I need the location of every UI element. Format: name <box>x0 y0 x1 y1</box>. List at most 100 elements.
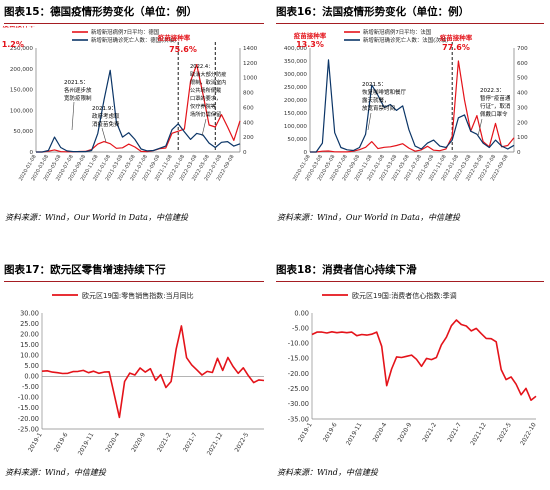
y-tick-label: 10.00 <box>20 351 39 359</box>
source-note: 资料来源：Wind，中信建投 <box>277 468 378 477</box>
annotation-text: 恢复咖啡馆和餐厅 <box>362 88 407 96</box>
annotation-text: 2022.4： <box>190 64 213 70</box>
y-tick-label: 15.00 <box>20 341 39 349</box>
annotation-text: 2021.5： <box>362 82 387 88</box>
annotation-arrow <box>477 118 483 137</box>
y-tick-label: 30.00 <box>20 309 39 317</box>
y-tick-label: 250,000 <box>10 46 34 52</box>
x-tick-label: 2020-9 <box>397 421 414 443</box>
y2-tick-label: 200 <box>517 120 528 126</box>
panel-title: 图表16：法国疫情形势变化（单位：例） <box>276 6 470 18</box>
annotation-text: 疫苗接种率 <box>294 31 327 40</box>
y-tick-label: 150,000 <box>284 111 308 117</box>
y-tick-label: -15.00 <box>18 404 39 412</box>
y2-tick-label: 1200 <box>243 61 258 67</box>
annotation-text: 公共场所佩戴 <box>190 86 221 94</box>
x-tick-label: 2021-2 <box>156 431 173 453</box>
y2-tick-label: 200 <box>243 135 254 141</box>
y-tick-label: 100,000 <box>284 124 308 130</box>
source-note: 资料来源：Wind，Our World in Data，中信建投 <box>277 213 460 222</box>
annotation-text: 放宽宵禁时间 <box>362 104 395 112</box>
source-note: 资料来源：Wind，中信建投 <box>5 468 106 477</box>
y2-tick-label: 0 <box>243 150 247 156</box>
x-tick-label: 2019-6 <box>53 431 70 453</box>
source-note: 资料来源：Wind，Our World in Data，中信建投 <box>5 213 188 222</box>
x-tick-label: 2019-11 <box>77 431 96 456</box>
y-tick-label: 300,000 <box>284 72 308 78</box>
annotation-arrow <box>101 127 107 143</box>
x-tick-label: 2021-7 <box>446 421 463 443</box>
legend-label: 欧元区19国:零售销售指数:当月同比 <box>82 291 194 300</box>
y-tick-label: 0 <box>29 150 33 156</box>
annotation-text: 2021.5： <box>64 80 89 86</box>
y-tick-label: 0.00 <box>24 373 39 381</box>
annotation-text: 75.6% <box>169 45 197 54</box>
y-tick-label: 200,000 <box>10 67 34 73</box>
annotation-text: 宽防疫限制 <box>64 94 92 102</box>
panel-title: 图表15：德国疫情形势变化（单位：例） <box>4 6 198 18</box>
y2-tick-label: 1400 <box>243 46 258 52</box>
legend-label: 新增新冠确诊死亡人数：德国(次轴) <box>91 36 176 44</box>
title-rule <box>4 23 264 24</box>
x-tick-label: 2021-7 <box>182 431 199 453</box>
annotation-text: 2021.9： <box>92 106 117 112</box>
y-tick-label: -20.00 <box>18 415 39 423</box>
x-tick-label: 2020-9 <box>130 431 147 453</box>
y2-tick-label: 1000 <box>243 76 258 82</box>
chart-consumer-confidence: 欧元区19国:消费者信心指数:季调 0.00 -5.00 -10.00 -15.00 -2… <box>288 291 538 447</box>
y-tick-label: -10.00 <box>288 340 309 348</box>
y-tick-label: 0 <box>303 150 307 156</box>
y-tick-label: -25.00 <box>288 385 309 393</box>
y2-tick-label: 500 <box>517 76 528 82</box>
y-tick-label: 150,000 <box>10 88 34 94</box>
y-tick-label: -30.00 <box>288 400 309 408</box>
series-line <box>36 69 241 153</box>
annotation-text: 77.6% <box>442 43 470 52</box>
y2-tick-label: 800 <box>243 91 254 97</box>
annotation-text: 疫苗接种率 <box>158 33 191 42</box>
x-tick-label: 2022-5 <box>496 421 513 443</box>
annotation-text: 13.3% <box>296 40 324 49</box>
x-tick-label: 2022-10 <box>519 421 538 446</box>
annotation-text: 11.2% <box>2 40 24 49</box>
x-tick-label: 2019-1 <box>297 421 314 443</box>
x-tick-label: 2021-12 <box>469 421 488 446</box>
y-tick-label: -25.00 <box>18 425 39 433</box>
annotation-arrow <box>71 101 75 131</box>
y-tick-label: 350,000 <box>284 59 308 65</box>
annotation-arrow <box>201 118 207 137</box>
annotation-text: 场所仍需保留 <box>190 110 221 118</box>
y-tick-label: 5.00 <box>24 362 39 370</box>
y2-tick-label: 600 <box>243 105 254 111</box>
x-tick-label: 2019-11 <box>345 421 364 446</box>
series-line <box>41 325 265 419</box>
y2-tick-label: 0 <box>517 150 521 156</box>
legend-label: 新增新冠病例7日平均：法国 <box>363 28 431 36</box>
y-tick-label: 400,000 <box>284 46 308 52</box>
annotation-text: 2022.3： <box>480 88 505 94</box>
chart-retail-sales: 欧元区19国:零售销售指数:当月同比 30.00 25.00 20.00 15.00 10… <box>18 291 265 457</box>
y-tick-label: 25.00 <box>20 320 39 328</box>
y-tick-label: -15.00 <box>288 355 309 363</box>
annotation-arrow <box>367 112 372 131</box>
y-tick-label: -20.00 <box>288 370 309 378</box>
x-tick-label: 2020-4 <box>372 421 389 443</box>
legend-label: 欧元区19国:消费者信心指数:季调 <box>352 291 457 300</box>
panel-title: 图表17：欧元区零售增速持续下行 <box>4 264 166 276</box>
chart-germany: 0 50,000 100,000 150,000 200,000 250,000 0 200 4… <box>2 26 258 182</box>
x-tick-label: 2019-6 <box>322 421 339 443</box>
panel-title: 图表18：消费者信心持续下滑 <box>276 264 417 276</box>
x-tick-label: 2020-4 <box>104 431 121 453</box>
y2-tick-label: 700 <box>517 46 528 52</box>
y-tick-label: 50,000 <box>287 137 307 143</box>
annotation-text: 疫苗接种率 <box>440 33 473 42</box>
x-tick-label: 2021-12 <box>206 431 225 456</box>
y-tick-label: 100,000 <box>10 108 34 114</box>
title-rule <box>4 281 264 282</box>
y-tick-label: 20.00 <box>20 330 39 338</box>
legend-label: 新增新冠确诊死亡人数：法国(次轴) <box>363 36 448 44</box>
series-line <box>311 319 537 401</box>
x-tick-label: 2019-1 <box>27 431 44 453</box>
legend-label: 新增新冠病例7日平均：德国 <box>91 28 159 36</box>
y2-tick-label: 100 <box>517 135 528 141</box>
